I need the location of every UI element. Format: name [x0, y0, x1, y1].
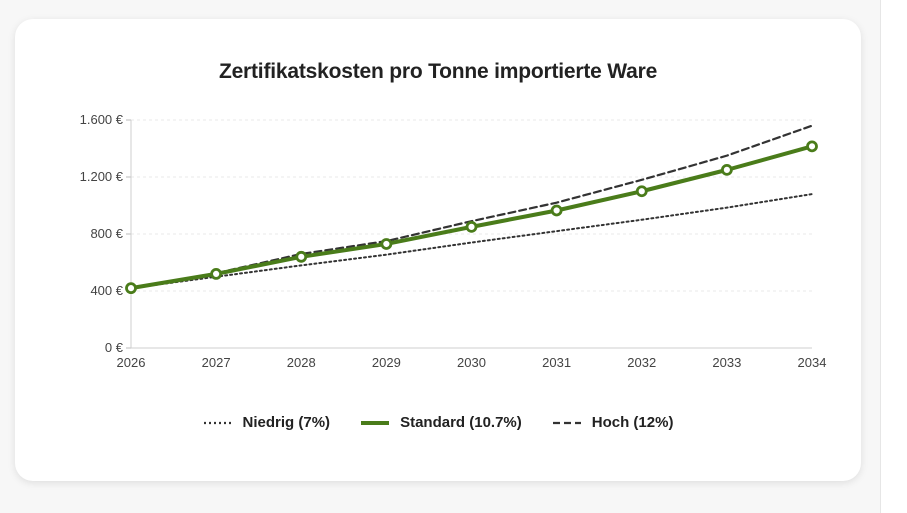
legend-label: Standard (10.7%): [400, 414, 522, 431]
series-line-dashed: [129, 124, 814, 290]
legend-item: Niedrig (7%): [203, 414, 331, 431]
x-tick-label: 2030: [457, 355, 486, 370]
data-point: [635, 185, 648, 198]
x-tick-label: 2034: [798, 355, 827, 370]
data-point: [295, 250, 308, 263]
legend-label: Niedrig (7%): [242, 414, 331, 431]
chart-legend: Niedrig (7%) Standard (10.7%) Hoch (12%): [0, 414, 876, 431]
chart-title: Zertifikatskosten pro Tonne importierte …: [218, 60, 658, 83]
x-tick-label: 2032: [627, 355, 656, 370]
y-tick-label: 1.600 €: [80, 112, 124, 127]
data-point: [720, 163, 733, 176]
y-tick-label: 0 €: [105, 340, 124, 355]
legend-item: Hoch (12%): [552, 414, 674, 431]
series-line-solid: [129, 144, 814, 291]
data-point: [210, 267, 223, 280]
y-tick-label: 1.200 €: [80, 169, 124, 184]
x-tick-label: 2028: [287, 355, 316, 370]
data-point: [380, 238, 393, 250]
legend-swatch: [361, 420, 390, 425]
scrollbar-track[interactable]: [880, 0, 907, 513]
legend-swatch: [552, 421, 581, 424]
legend-label: Hoch (12%): [591, 414, 674, 431]
data-point: [125, 282, 137, 295]
legend-item: Standard (10.7%): [360, 414, 522, 431]
x-tick-label: 2029: [372, 355, 401, 370]
data-point: [465, 220, 478, 233]
x-tick-label: 2027: [202, 355, 231, 370]
y-tick-label: 800 €: [90, 226, 123, 241]
data-point: [550, 204, 563, 217]
data-point: [806, 140, 818, 153]
chart-card: [15, 19, 861, 481]
x-tick-label: 2031: [542, 355, 571, 370]
y-tick-label: 400 €: [90, 283, 123, 298]
x-tick-label: 2033: [712, 355, 741, 370]
series-line-dotted: [130, 193, 813, 290]
x-tick-label: 2026: [117, 355, 146, 370]
legend-swatch: [203, 421, 232, 424]
